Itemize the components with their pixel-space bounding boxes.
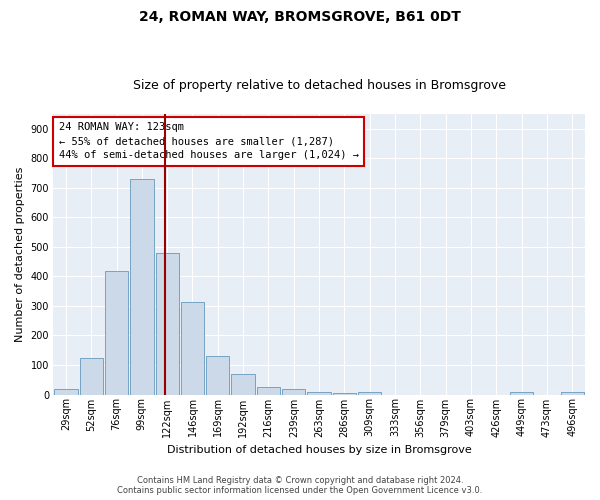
Bar [54, 389, 77, 394]
Bar [333, 393, 356, 394]
Bar [232, 374, 255, 394]
Text: Contains HM Land Registry data © Crown copyright and database right 2024.
Contai: Contains HM Land Registry data © Crown c… [118, 476, 482, 495]
Text: 24, ROMAN WAY, BROMSGROVE, B61 0DT: 24, ROMAN WAY, BROMSGROVE, B61 0DT [139, 10, 461, 24]
Bar [181, 302, 204, 394]
Bar [130, 179, 154, 394]
Bar [80, 358, 103, 394]
Text: 24 ROMAN WAY: 123sqm
← 55% of detached houses are smaller (1,287)
44% of semi-de: 24 ROMAN WAY: 123sqm ← 55% of detached h… [59, 122, 359, 160]
Bar [307, 392, 331, 394]
Y-axis label: Number of detached properties: Number of detached properties [15, 166, 25, 342]
X-axis label: Distribution of detached houses by size in Bromsgrove: Distribution of detached houses by size … [167, 445, 472, 455]
Bar [206, 356, 229, 395]
Bar [257, 386, 280, 394]
Bar [358, 392, 382, 394]
Bar [282, 388, 305, 394]
Bar [560, 392, 584, 394]
Bar [155, 253, 179, 394]
Bar [105, 271, 128, 394]
Bar [510, 392, 533, 394]
Title: Size of property relative to detached houses in Bromsgrove: Size of property relative to detached ho… [133, 79, 506, 92]
